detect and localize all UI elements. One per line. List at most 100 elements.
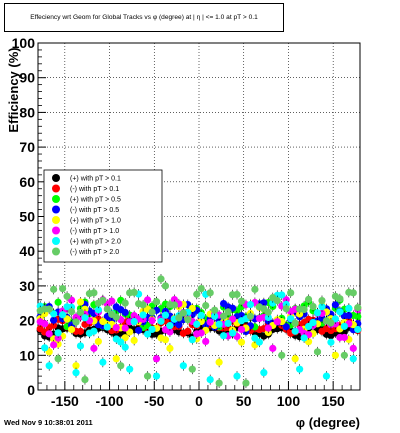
data-point (354, 312, 362, 321)
data-point (318, 296, 326, 305)
data-point (81, 314, 89, 322)
data-point (215, 358, 223, 366)
data-point (175, 321, 183, 329)
legend-marker (52, 184, 60, 193)
data-point (99, 296, 107, 304)
data-point (58, 311, 67, 319)
data-point (143, 296, 152, 304)
data-point (264, 313, 272, 322)
data-point (224, 308, 232, 316)
data-point (54, 298, 62, 306)
legend-marker (52, 247, 60, 256)
data-point (287, 289, 295, 297)
data-point (354, 325, 362, 334)
data-point (121, 343, 129, 351)
data-point (90, 289, 98, 297)
data-point (170, 301, 179, 309)
data-point (206, 375, 214, 384)
y-tick-label: 0 (27, 382, 35, 398)
data-point (260, 369, 268, 377)
x-tick-label: -150 (51, 393, 79, 409)
data-point (184, 327, 192, 335)
data-point (130, 318, 138, 326)
data-point (41, 320, 49, 328)
legend: (+) with pT > 0.1 (-) with pT > 0.1 (+) wi… (43, 169, 163, 263)
data-point (340, 351, 348, 359)
data-point (54, 355, 62, 363)
data-point (184, 316, 192, 324)
data-point (228, 315, 237, 323)
legend-entry-label: (+) with pT > 0.1 (70, 176, 121, 183)
data-point (148, 308, 156, 316)
y-tick-label: 80 (19, 104, 35, 120)
data-point (161, 282, 170, 290)
data-point (157, 275, 165, 283)
data-point (166, 328, 174, 336)
legend-marker (52, 205, 60, 214)
data-point (126, 365, 134, 373)
data-point (318, 303, 326, 311)
data-point (152, 372, 161, 380)
series-6 (36, 289, 362, 385)
data-point (94, 306, 102, 314)
data-point (345, 311, 353, 320)
data-point (179, 309, 187, 317)
x-tick-label: -100 (96, 393, 124, 409)
data-point (103, 305, 111, 313)
data-point (135, 326, 143, 334)
y-tick-label: 70 (19, 139, 35, 155)
data-point (90, 327, 98, 335)
data-point (206, 289, 214, 297)
data-point (304, 295, 313, 303)
data-point (72, 318, 80, 326)
data-point (152, 355, 161, 363)
data-point (161, 336, 170, 344)
x-tick-label: 50 (236, 393, 252, 409)
data-point (340, 333, 348, 342)
data-point (336, 295, 344, 303)
data-point (58, 284, 67, 293)
chart-title: Effeciency wrt Geom for Global Tracks vs… (4, 3, 284, 32)
data-point (215, 320, 223, 328)
data-point (117, 338, 125, 346)
data-point (282, 323, 290, 331)
data-point (291, 319, 299, 327)
data-point (143, 372, 152, 380)
data-point (211, 312, 219, 320)
data-point (206, 318, 214, 326)
grid-lines (38, 43, 360, 390)
data-point (45, 330, 53, 338)
legend-marker (52, 226, 60, 235)
y-tick-label: 10 (19, 347, 35, 363)
y-tick-label: 60 (19, 174, 35, 190)
data-point (90, 344, 98, 352)
data-point (161, 311, 170, 319)
data-point (242, 379, 250, 387)
data-point (354, 304, 362, 312)
data-point (152, 298, 161, 306)
timestamp-footer: Wed Nov 9 10:38:01 2011 (4, 418, 93, 427)
x-axis-label: φ (degree) (296, 415, 360, 430)
data-point (175, 314, 183, 322)
y-tick-label: 40 (19, 243, 35, 259)
legend-entry-label: (-) with pT > 2.0 (70, 249, 119, 256)
legend-marker (52, 237, 60, 245)
data-point (81, 375, 89, 384)
data-point (143, 330, 152, 338)
data-point (166, 321, 174, 330)
series-7 (36, 273, 362, 389)
data-point (166, 344, 174, 352)
data-point (76, 342, 85, 350)
data-point (94, 337, 102, 346)
legend-entry-label: (-) with pT > 1.0 (70, 228, 119, 235)
data-point (99, 358, 107, 366)
data-point (108, 297, 116, 305)
data-point (340, 322, 348, 330)
data-point (264, 308, 272, 316)
data-point (331, 351, 340, 359)
data-point (139, 301, 147, 309)
data-point (170, 295, 179, 304)
legend-marker (52, 174, 60, 182)
data-point (121, 299, 129, 307)
data-point (322, 372, 331, 380)
